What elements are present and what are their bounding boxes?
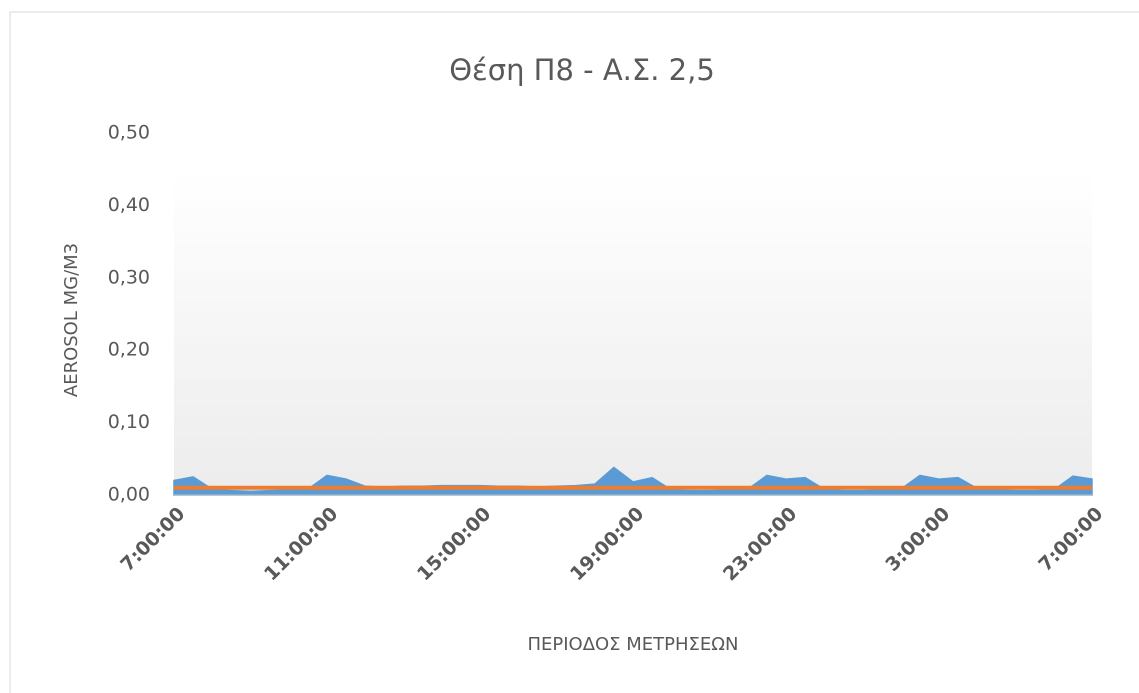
y-axis-label: AEROSOL MG/M3	[61, 243, 82, 397]
y-tick-label: 0,50	[108, 122, 150, 144]
y-tick-label: 0,30	[108, 266, 150, 288]
plot-background	[174, 170, 1092, 495]
y-tick-label: 0,10	[108, 411, 150, 433]
y-tick-label: 0,40	[108, 194, 150, 216]
y-tick-label: 0,20	[108, 339, 150, 361]
x-axis-label: ΠΕΡΙΟΔΟΣ ΜΕΤΡΗΣΕΩΝ	[527, 634, 738, 655]
y-tick-label: 0,00	[108, 484, 150, 506]
chart-title: Θέση Π8 - Α.Σ. 2,5	[449, 53, 715, 87]
